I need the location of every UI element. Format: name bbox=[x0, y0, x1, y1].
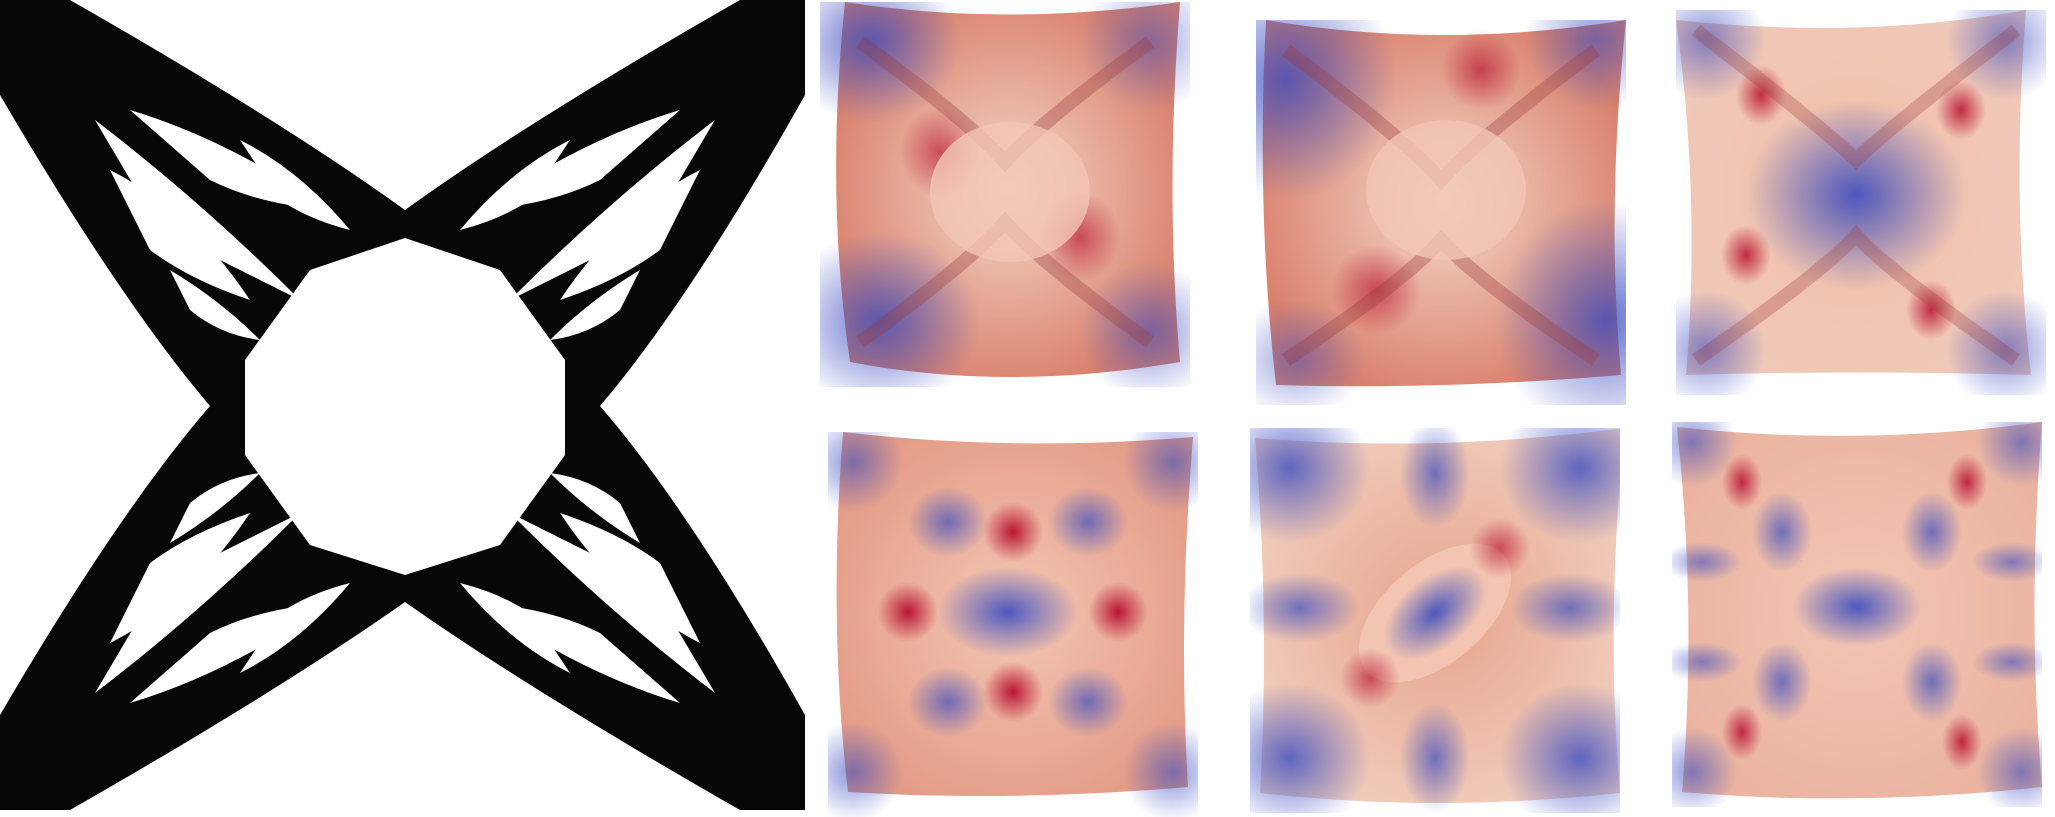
mode-shape-3-image bbox=[1676, 10, 2046, 395]
topology-structure-image bbox=[0, 0, 805, 810]
mode-shape-1-image bbox=[820, 2, 1190, 387]
mode-shape-4-image bbox=[828, 432, 1198, 817]
mode-shape-6-image bbox=[1672, 422, 2042, 807]
mode-shape-5-image bbox=[1250, 428, 1620, 813]
mode-shape-2-image bbox=[1256, 20, 1626, 405]
